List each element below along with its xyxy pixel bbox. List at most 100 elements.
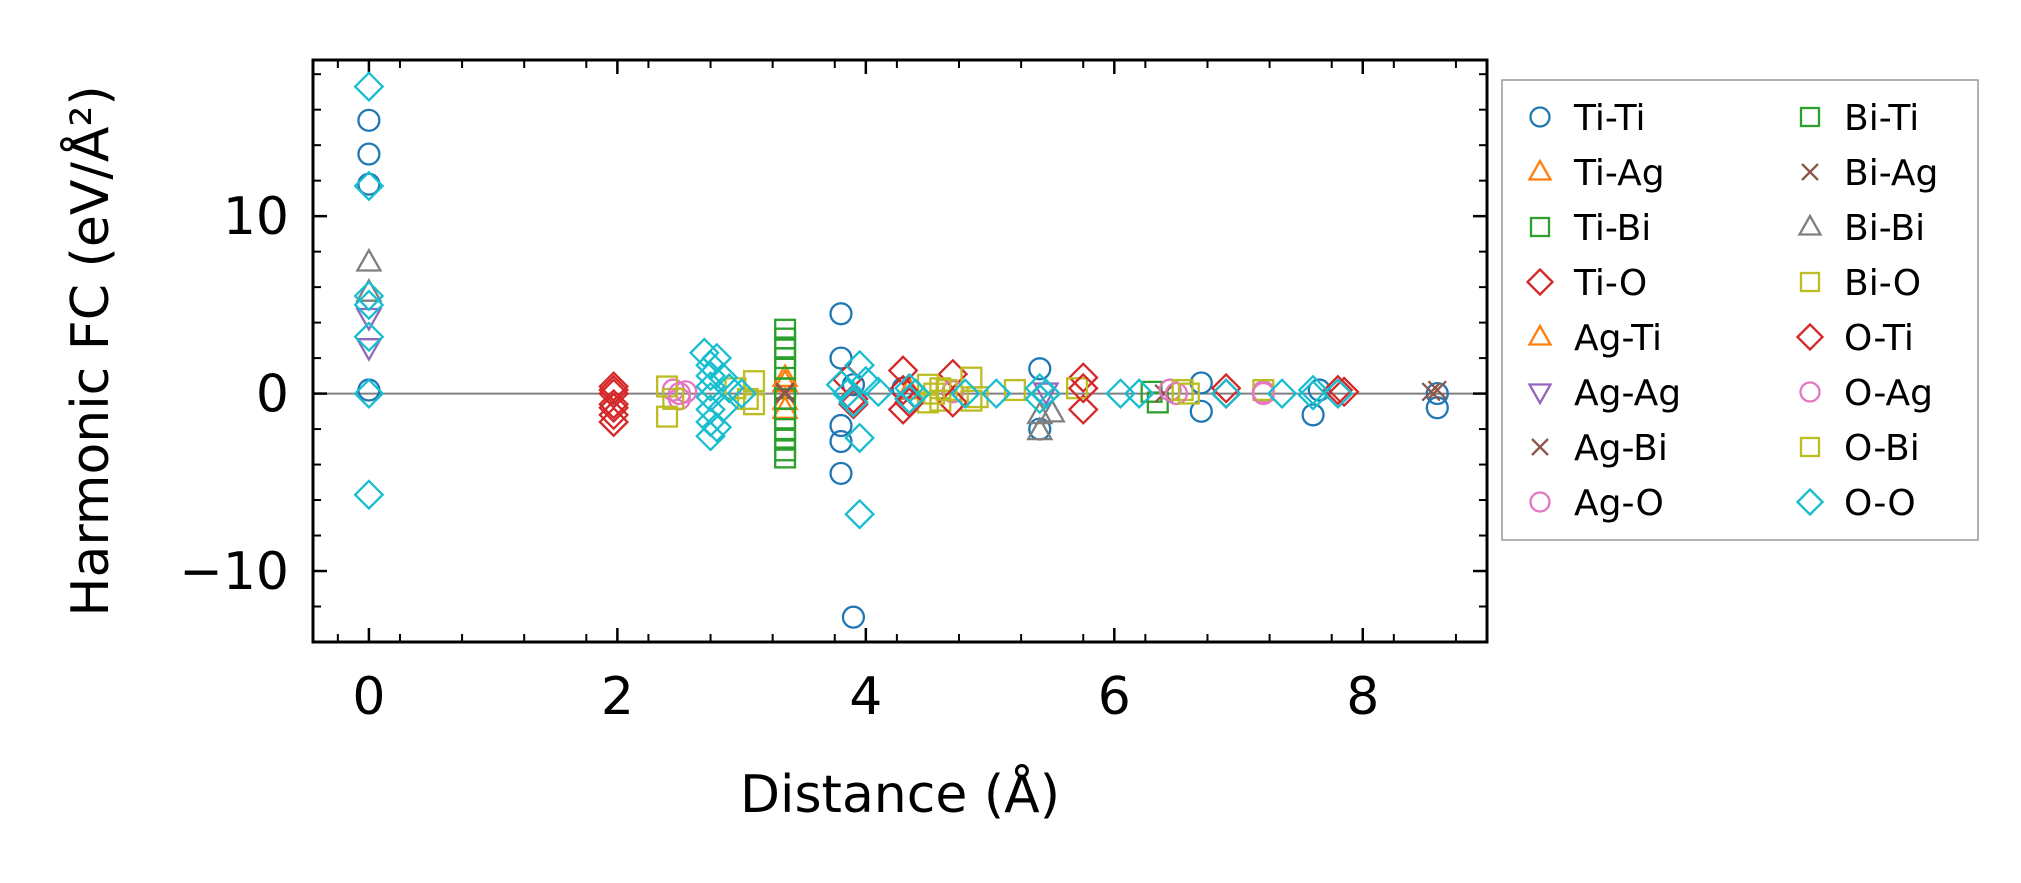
data-point <box>825 369 857 401</box>
legend-box <box>1501 79 1979 541</box>
legend-label: Bi-Bi <box>1844 208 1925 249</box>
data-point <box>844 498 876 530</box>
data-point <box>771 363 799 388</box>
series-O-O <box>353 71 1354 530</box>
data-point <box>887 355 919 386</box>
data-point <box>923 382 946 405</box>
data-point <box>1026 416 1054 441</box>
data-point <box>353 71 385 102</box>
data-point <box>1024 383 1056 415</box>
data-point <box>357 378 381 402</box>
legend-label: Ag-O <box>1574 483 1664 524</box>
data-point <box>1210 372 1242 404</box>
data-point <box>742 393 766 416</box>
data-point <box>1164 381 1189 406</box>
data-point <box>357 142 381 166</box>
data-point <box>829 413 853 438</box>
legend-label: Ti-Ag <box>1573 153 1665 194</box>
data-point <box>1189 399 1213 423</box>
data-point <box>1328 376 1360 408</box>
legend-label: Ti-Bi <box>1573 208 1651 249</box>
y-axis-label: Harmonic FC (eV/Å²) <box>59 85 121 616</box>
legend-label: Bi-Ti <box>1844 98 1919 139</box>
data-point <box>949 378 981 409</box>
data-point <box>775 382 795 402</box>
data-point <box>844 422 876 454</box>
legend-marker-stroke <box>1801 163 1819 181</box>
data-point <box>353 280 385 312</box>
data-point <box>355 338 383 362</box>
legend-label: Ag-Ag <box>1574 373 1681 414</box>
legend-marker-stroke <box>1531 438 1549 456</box>
data-point <box>1251 381 1275 406</box>
data-point <box>774 357 797 380</box>
legend-marker <box>1799 106 1821 128</box>
legend-marker <box>1527 323 1553 346</box>
legend-marker <box>1529 106 1551 128</box>
data-point <box>960 389 983 412</box>
data-point <box>1297 379 1329 411</box>
data-point <box>695 420 726 452</box>
data-point <box>701 342 733 374</box>
legend-item: O-Ti <box>1795 318 1914 359</box>
data-point <box>1425 396 1449 420</box>
data-points <box>353 71 1449 629</box>
data-point <box>1171 378 1194 402</box>
data-point <box>598 392 630 424</box>
data-point <box>829 461 853 486</box>
data-point <box>353 321 385 353</box>
legend-item: O-O <box>1795 483 1916 524</box>
data-point <box>850 365 882 397</box>
data-point <box>701 411 733 443</box>
legend-label: Ti-O <box>1573 263 1647 304</box>
data-point <box>1146 391 1169 414</box>
legend-label: Bi-O <box>1844 263 1921 304</box>
x-tick-label: 0 <box>352 667 385 727</box>
data-point <box>598 406 630 438</box>
series-O-Ag <box>667 381 1275 406</box>
data-point-stroke <box>1427 380 1447 400</box>
data-point <box>1210 378 1242 409</box>
legend-item: O-Bi <box>1799 428 1920 469</box>
series-Ti-Ti <box>357 108 1449 629</box>
y-tick-label: 10 <box>223 187 289 247</box>
data-point <box>598 399 630 431</box>
data-point <box>900 378 931 409</box>
data-point <box>1322 374 1354 406</box>
data-point <box>831 378 863 409</box>
data-point <box>1297 374 1329 406</box>
data-point <box>1065 377 1089 400</box>
legend-label: O-Ti <box>1844 318 1914 359</box>
legend-marker <box>1795 322 1825 352</box>
x-tick-label: 2 <box>601 667 634 727</box>
data-point <box>736 387 759 410</box>
legend-item: Ag-O <box>1529 483 1664 524</box>
data-point <box>1427 380 1447 400</box>
legend-label: Ag-Bi <box>1574 428 1668 469</box>
data-point <box>357 108 381 132</box>
x-tick-label: 6 <box>1098 667 1131 727</box>
data-point <box>1123 378 1155 409</box>
data-point <box>1421 382 1441 402</box>
legend-label: Ag-Ti <box>1574 318 1662 359</box>
data-point <box>656 405 679 428</box>
data-point <box>1307 378 1331 402</box>
data-point <box>1067 394 1099 425</box>
series-O-Bi <box>724 377 1200 410</box>
legend-marker <box>1527 158 1553 181</box>
data-point <box>707 362 739 393</box>
legend-marker <box>1797 213 1823 236</box>
data-point <box>695 371 726 402</box>
data-point-stroke <box>775 382 795 402</box>
legend-item: Ti-O <box>1525 263 1647 304</box>
data-point <box>667 381 692 406</box>
x-tick-label: 8 <box>1346 667 1379 727</box>
data-point <box>598 374 630 406</box>
data-point <box>775 383 795 404</box>
legend-marker <box>1527 383 1553 406</box>
legend-label: Ti-Ti <box>1573 98 1645 139</box>
data-point <box>695 360 726 392</box>
y-tick-label: 0 <box>256 365 289 425</box>
data-point <box>980 378 1012 409</box>
legend-item: Bi-O <box>1799 263 1921 304</box>
